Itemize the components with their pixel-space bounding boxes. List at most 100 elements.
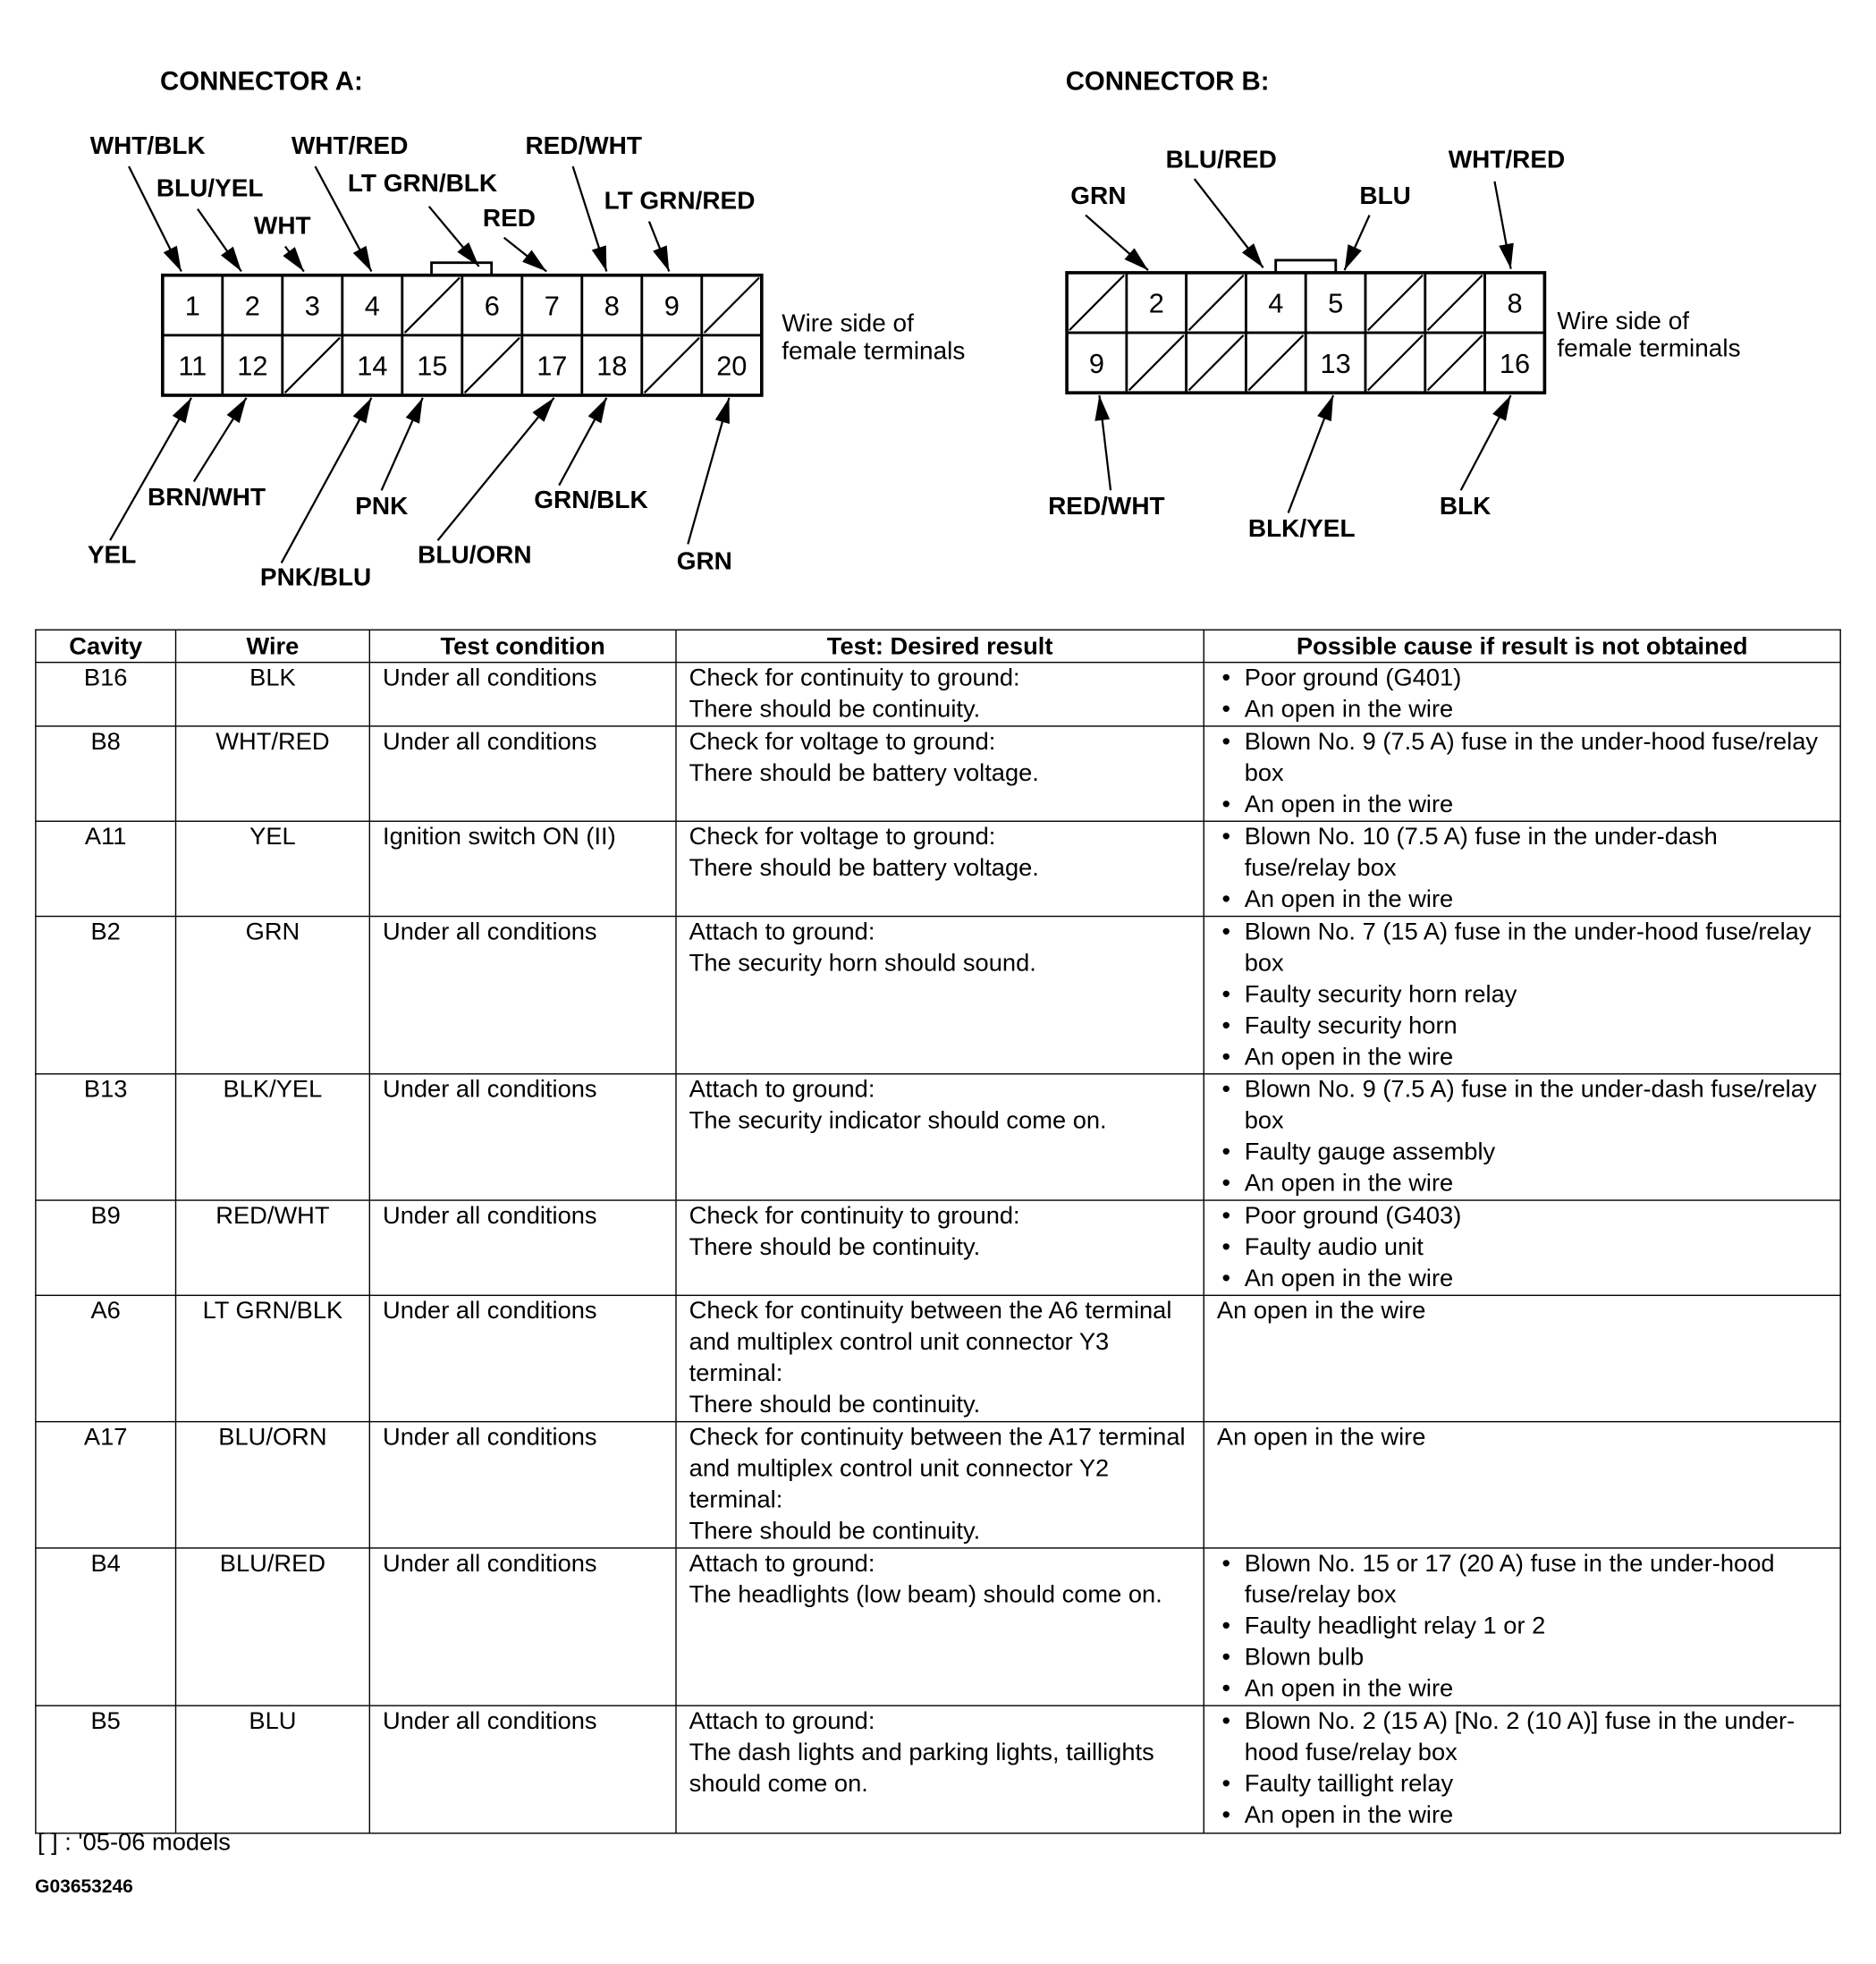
terminal-number: 2 <box>245 290 260 321</box>
possible-cause-cell: Blown No. 15 or 17 (20 A) fuse in the un… <box>1203 1547 1841 1706</box>
wire-cell: BLU/ORN <box>174 1420 371 1549</box>
wire-callout: GRN <box>1070 182 1149 271</box>
connector-latch <box>1274 258 1338 275</box>
wire-callout: BLK <box>1440 394 1512 520</box>
arrowhead-icon <box>172 397 192 424</box>
wire-callout: BLU/YEL <box>156 174 263 273</box>
result-line: Check for continuity to ground: <box>689 1202 1020 1230</box>
connector-b: 2 4 5 8 9 13 16 GRN BLU/RED BLU WHT/RED RED/WHT BLK/… <box>1048 145 1565 542</box>
possible-cause-cell: Blown No. 7 (15 A) fuse in the under-hoo… <box>1203 915 1841 1075</box>
cause-item: Faulty security horn <box>1217 1011 1830 1042</box>
terminal-number: 8 <box>604 290 620 321</box>
result-line: Attach to ground: <box>689 1707 875 1735</box>
wire-color-label: BLU/RED <box>1166 145 1277 173</box>
terminal-number: 9 <box>1089 348 1104 379</box>
arrowhead-icon <box>226 397 247 423</box>
table-row: B4 BLU/RED Under all conditions Attach to g… <box>35 1547 1841 1706</box>
wire-cell: WHT/RED <box>174 725 371 822</box>
cause-item: An open in the wire <box>1217 694 1830 724</box>
terminal-number: 20 <box>716 351 747 382</box>
wire-color-label: GRN <box>677 546 732 574</box>
result-line: There should be continuity. <box>689 1233 981 1261</box>
terminal-number: 12 <box>237 351 267 382</box>
arrowhead-icon <box>405 397 423 424</box>
wire-cell: BLU/RED <box>174 1547 371 1706</box>
wire-color-label: BLK/YEL <box>1248 514 1356 542</box>
possible-cause-cell: Blown No. 10 (7.5 A) fuse in the under-d… <box>1203 820 1841 918</box>
possible-cause-cell: An open in the wire <box>1203 1294 1841 1423</box>
unused-cavity-slash <box>1367 334 1424 392</box>
cavity-cell: A11 <box>35 820 177 918</box>
cavity-cell: B8 <box>35 725 177 822</box>
cavity-cell: B16 <box>35 661 177 727</box>
arrowhead-icon <box>587 397 607 424</box>
arrowhead-icon <box>1492 394 1511 421</box>
terminal-cavity <box>1483 331 1546 394</box>
possible-cause-cell: An open in the wire <box>1203 1420 1841 1549</box>
possible-cause-cell: Blown No. 9 (7.5 A) fuse in the under-ho… <box>1203 725 1841 822</box>
cause-item: Blown No. 7 (15 A) fuse in the under-hoo… <box>1217 918 1830 979</box>
result-line: Attach to ground: <box>689 918 875 946</box>
desired-result-cell: Attach to ground: The headlights (low bea… <box>675 1547 1204 1706</box>
wire-cell: GRN <box>174 915 371 1075</box>
cause-item: Blown bulb <box>1217 1642 1830 1673</box>
terminal-number: 16 <box>1500 348 1530 379</box>
result-line: There should be continuity. <box>689 1517 981 1545</box>
wire-color-label: WHT <box>254 212 311 240</box>
arrowhead-icon <box>532 397 554 422</box>
arrowhead-icon <box>1499 242 1514 269</box>
wire-callout: WHT <box>254 212 311 273</box>
connector-a-note: Wire side of <box>782 309 914 337</box>
desired-result-cell: Check for continuity to ground: There sho… <box>675 1199 1204 1297</box>
unused-cavity-slash <box>1187 274 1245 332</box>
connector-latch <box>430 261 494 277</box>
terminal-cavity <box>580 334 644 397</box>
unused-cavity-slash <box>1187 334 1245 392</box>
wire-callout: PNK/BLU <box>260 397 373 591</box>
wire-color-label: WHT/BLK <box>90 131 206 159</box>
cavity-cell: B4 <box>35 1547 177 1706</box>
cavity-cell: B5 <box>35 1705 177 1834</box>
unused-cavity-slash <box>1069 274 1125 332</box>
wire-color-label: RED <box>483 204 536 232</box>
connector-a: 1 2 3 4 6 7 8 911 12 14 15 17 18 20WHT/BLKBLU/YELWHTW… <box>88 131 764 591</box>
terminal-number: 4 <box>1268 288 1283 319</box>
table-row: B9 RED/WHT Under all conditions Check for c… <box>35 1199 1841 1297</box>
arrowhead-icon <box>522 250 547 272</box>
wire-callout: GRN <box>677 397 732 574</box>
condition-cell: Under all conditions <box>368 915 677 1075</box>
arrowhead-icon <box>221 246 241 272</box>
wire-callout: RED/WHT <box>1048 394 1165 520</box>
connector-outline <box>1065 271 1547 395</box>
connector-a-title: CONNECTOR A: <box>160 67 363 97</box>
wire-color-label: RED/WHT <box>1048 492 1165 520</box>
arrowhead-icon <box>1241 243 1263 268</box>
terminal-number: 11 <box>178 351 207 382</box>
table-row: B8 WHT/RED Under all conditions Check for v… <box>35 725 1841 822</box>
callout-line <box>687 397 731 545</box>
arrowhead-icon <box>653 245 670 272</box>
desired-result-cell: Check for continuity between the A17 ter… <box>675 1420 1204 1549</box>
result-line: The security horn should sound. <box>689 949 1036 978</box>
troubleshooting-table: Cavity Wire Test condition Test: Desired re… <box>35 629 1841 1834</box>
terminal-number: 9 <box>664 290 680 321</box>
desired-result-cell: Check for voltage to ground: There should… <box>675 725 1204 822</box>
condition-cell: Under all conditions <box>368 1073 677 1201</box>
possible-cause-cell: Blown No. 9 (7.5 A) fuse in the under-da… <box>1203 1073 1841 1201</box>
arrowhead-icon <box>1124 248 1149 271</box>
result-line: Attach to ground: <box>689 1075 875 1104</box>
wire-cell: BLK/YEL <box>174 1073 371 1201</box>
terminal-number: 8 <box>1507 288 1522 319</box>
wire-color-label: LT GRN/BLK <box>348 169 497 197</box>
wire-callout: PNK <box>355 397 424 520</box>
wire-cell: BLU <box>174 1705 371 1834</box>
wire-color-label: WHT/RED <box>292 131 409 159</box>
table-row: A17 BLU/ORN Under all conditions Check for … <box>35 1420 1841 1549</box>
result-line: Check for continuity to ground: <box>689 664 1020 692</box>
unused-cavity-slash <box>1426 274 1483 332</box>
terminal-number: 4 <box>365 290 380 321</box>
column-header: Cavity <box>35 629 177 664</box>
connector-diagram: CONNECTOR A: CONNECTOR B: Wire side of f… <box>88 67 1741 591</box>
unused-cavity-slash <box>403 276 461 334</box>
